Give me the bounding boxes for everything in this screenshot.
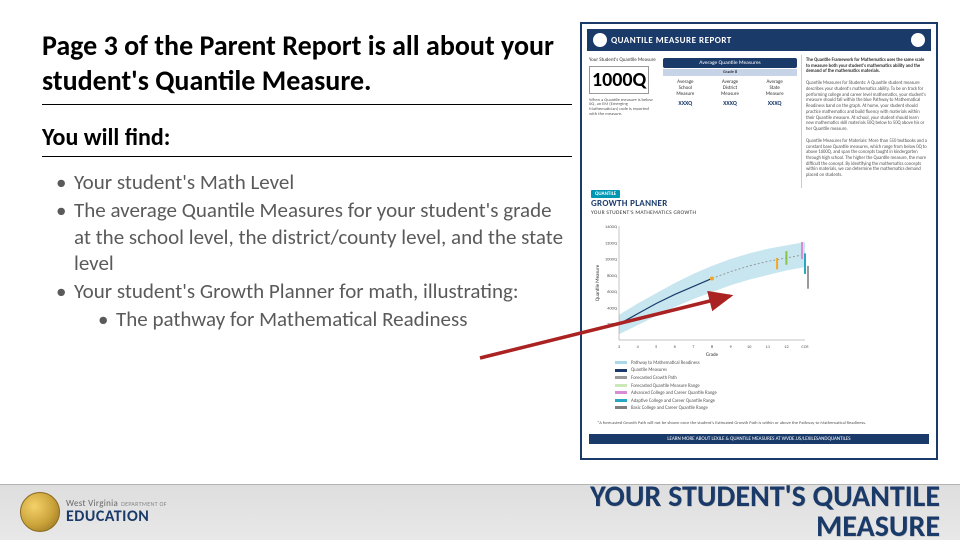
list-item: Your student's Math Level bbox=[60, 169, 572, 195]
report-header-title: QUANTILE MEASURE REPORT bbox=[611, 35, 732, 46]
svg-text:11: 11 bbox=[766, 345, 771, 350]
score-label: Your Student's Quantile Measure bbox=[589, 58, 657, 64]
svg-text:4: 4 bbox=[636, 345, 639, 350]
footer-logo: West Virginia DEPARTMENT OF EDUCATION bbox=[20, 492, 167, 532]
report-bottom-bar: LEARN MORE ABOUT LEXILE & QUANTILE MEASU… bbox=[589, 434, 929, 444]
svg-text:6: 6 bbox=[674, 345, 677, 350]
chart-legend: Pathway to Mathematical ReadinessQuantil… bbox=[591, 358, 927, 415]
header-seal-icon bbox=[911, 33, 925, 47]
avg-subtitle: Grade 8 bbox=[663, 69, 797, 76]
footer-bar: West Virginia DEPARTMENT OF EDUCATION YO… bbox=[0, 484, 960, 540]
avg-row: AverageSchoolMeasure XXXQ AverageDistric… bbox=[663, 79, 797, 107]
list-item: The average Quantile Measures for your s… bbox=[60, 197, 572, 276]
list-item: Your student's Growth Planner for math, … bbox=[60, 278, 572, 333]
svg-text:800Q: 800Q bbox=[607, 274, 618, 279]
score-note: When a Quantile measure is below 0Q, an … bbox=[589, 99, 657, 119]
growth-tag: QUANTILE bbox=[591, 190, 620, 198]
svg-text:7: 7 bbox=[692, 345, 695, 350]
avg-col: AverageDistrictMeasure XXXQ bbox=[708, 79, 752, 107]
header-logo-icon bbox=[593, 33, 607, 47]
page-heading: Page 3 of the Parent Report is all about… bbox=[42, 28, 572, 105]
report-footnote: *A forecasted Growth Path will not be sh… bbox=[587, 417, 931, 430]
svg-text:12: 12 bbox=[784, 345, 789, 350]
bullet-list: Your student's Math Level The average Qu… bbox=[42, 169, 572, 333]
growth-chart: 1400Q 1200Q 1000Q 800Q 600Q 400Q 200Q 3 4 5 6 7 8 9 10… bbox=[591, 220, 927, 358]
report-thumbnail: QUANTILE MEASURE REPORT Your Student's Q… bbox=[580, 22, 938, 460]
growth-title: GROWTH PLANNER bbox=[591, 198, 927, 209]
logo-text-line2: EDUCATION bbox=[66, 507, 167, 526]
state-seal-icon bbox=[20, 492, 60, 532]
growth-subtitle: YOUR STUDENT'S MATHEMATICS GROWTH bbox=[591, 210, 927, 216]
footer-title: YOUR STUDENT'S QUANTILE MEASURE bbox=[590, 482, 940, 542]
svg-text:3: 3 bbox=[618, 345, 621, 350]
svg-text:10: 10 bbox=[747, 345, 752, 350]
avg-col: AverageSchoolMeasure XXXQ bbox=[663, 79, 707, 107]
svg-text:5: 5 bbox=[655, 345, 658, 350]
report-header: QUANTILE MEASURE REPORT bbox=[587, 29, 931, 51]
svg-text:Grade: Grade bbox=[706, 352, 719, 358]
svg-text:1000Q: 1000Q bbox=[605, 258, 618, 263]
svg-text:1200Q: 1200Q bbox=[605, 241, 618, 246]
side-text: The Quantile Framework for Mathematics u… bbox=[801, 55, 931, 188]
svg-text:Quantile Measure: Quantile Measure bbox=[595, 264, 601, 301]
list-item: The pathway for Mathematical Readiness bbox=[102, 306, 572, 332]
svg-text:8: 8 bbox=[711, 345, 714, 350]
svg-text:9: 9 bbox=[729, 345, 732, 350]
svg-text:1400Q: 1400Q bbox=[605, 225, 618, 230]
avg-title: Average Quantile Measures bbox=[663, 58, 797, 68]
svg-text:200Q: 200Q bbox=[607, 323, 618, 328]
svg-text:CCR: CCR bbox=[801, 345, 809, 350]
svg-text:400Q: 400Q bbox=[607, 306, 618, 311]
subheading: You will find: bbox=[42, 123, 572, 157]
svg-text:600Q: 600Q bbox=[607, 290, 618, 295]
big-score: 1000Q bbox=[589, 66, 649, 94]
avg-col: AverageStateMeasure XXXQ bbox=[753, 79, 797, 107]
